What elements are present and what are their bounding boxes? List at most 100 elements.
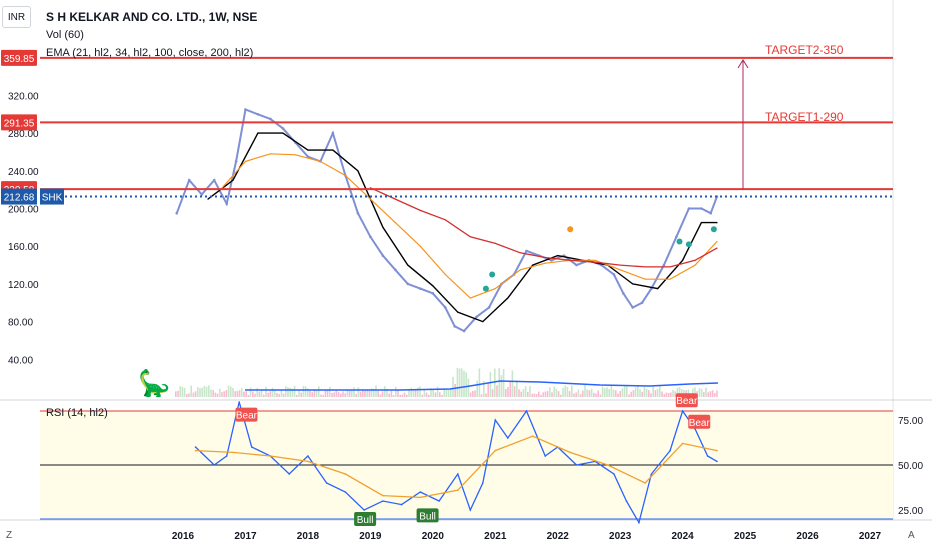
volume-bar [621, 388, 624, 397]
volume-bar [434, 392, 437, 397]
volume-bar [480, 394, 483, 397]
data-point [687, 207, 691, 210]
bear-label: Bear [689, 418, 711, 429]
volume-bar [397, 390, 399, 397]
data-point [716, 247, 718, 249]
data-point [700, 207, 703, 210]
data-point [357, 170, 359, 172]
volume-bar [527, 391, 529, 397]
volume-bar [632, 390, 635, 397]
rsi-point [250, 446, 253, 448]
bear-label-box [235, 407, 258, 422]
auto-scale-toggle[interactable]: A [908, 530, 915, 541]
volume-bar [566, 386, 569, 397]
price-tick-label: 160.00 [8, 242, 39, 253]
volume-bar [522, 389, 525, 397]
volume-bar [289, 387, 291, 397]
time-tick-label: 2023 [609, 531, 632, 542]
volume-bar [694, 387, 696, 397]
rsi-point [706, 455, 709, 457]
currency-selector[interactable]: INR [2, 6, 31, 28]
volume-bar [348, 390, 351, 397]
data-point [631, 306, 634, 309]
data-point [319, 160, 321, 162]
volume-bar [502, 368, 505, 397]
level-price-tag [1, 114, 37, 131]
volume-bar [412, 389, 415, 397]
data-point [716, 222, 718, 224]
volume-bar [331, 393, 333, 397]
data-point [675, 235, 678, 239]
volume-bar [315, 389, 318, 397]
volume-bar [410, 387, 412, 397]
volume-bar [269, 391, 272, 397]
signal-dot [685, 241, 692, 248]
volume-bar [544, 391, 547, 397]
data-point [669, 266, 671, 268]
volume-bar [562, 388, 564, 397]
volume-bar [351, 389, 353, 397]
data-point [444, 273, 446, 276]
data-point [519, 269, 521, 271]
rsi-legend[interactable]: RSI (14, hl2) [46, 407, 108, 419]
rsi-line-rsi [195, 401, 718, 525]
volume-bar [637, 385, 639, 397]
volume-bar [293, 385, 296, 397]
volume-bar [714, 393, 716, 397]
volume-bar [551, 392, 553, 397]
volume-bar [375, 385, 377, 397]
volume-bar [676, 387, 679, 397]
volume-bar [705, 387, 707, 397]
volume-bar [498, 368, 500, 397]
volume-bar [318, 386, 320, 397]
volume-bar [485, 393, 487, 397]
time-tick-label: 2020 [422, 531, 445, 542]
rsi-point [344, 491, 347, 493]
rsi-point [681, 410, 684, 412]
data-point [682, 259, 684, 261]
volume-bar [511, 370, 514, 397]
data-point [669, 278, 671, 280]
data-point [507, 297, 509, 299]
bull-label: Bull [419, 511, 436, 522]
volume-bar [247, 394, 250, 397]
timezone-toggle[interactable]: Z [6, 530, 13, 541]
data-point [257, 132, 259, 134]
ema-legend[interactable]: EMA (21, hl2, 34, hl2, 100, close, 200, … [46, 47, 254, 59]
data-point [269, 117, 272, 121]
volume-bar [384, 386, 386, 397]
signal-dot [489, 271, 496, 278]
data-point [207, 198, 209, 200]
volume-bar [254, 393, 256, 397]
volume-legend[interactable]: Vol (60) [46, 29, 84, 41]
rsi-point [419, 496, 422, 499]
volume-bar [716, 390, 718, 397]
rsi-point [644, 482, 646, 484]
volume-bar [487, 383, 489, 397]
volume-bar [674, 391, 676, 397]
volume-bar [529, 385, 531, 397]
volume-bar [518, 389, 520, 397]
volume-bar [670, 392, 672, 397]
volume-bar [201, 387, 203, 397]
volume-bar [190, 385, 192, 397]
signal-dot [676, 238, 683, 245]
signal-dot [710, 226, 717, 233]
rsi-point [238, 401, 241, 403]
data-point [612, 273, 616, 276]
rsi-point [213, 464, 216, 466]
volume-bar [177, 390, 179, 397]
volume-bar [381, 391, 384, 397]
volume-bar [663, 394, 665, 397]
data-point [644, 266, 646, 268]
volume-bar [370, 388, 373, 397]
volume-bar [703, 392, 705, 397]
volume-bar [364, 390, 366, 397]
volume-bar [260, 389, 263, 397]
price-tick-label: 80.00 [8, 318, 33, 329]
volume-bar [304, 386, 307, 397]
volume-bar [494, 368, 496, 397]
data-point [469, 236, 471, 238]
